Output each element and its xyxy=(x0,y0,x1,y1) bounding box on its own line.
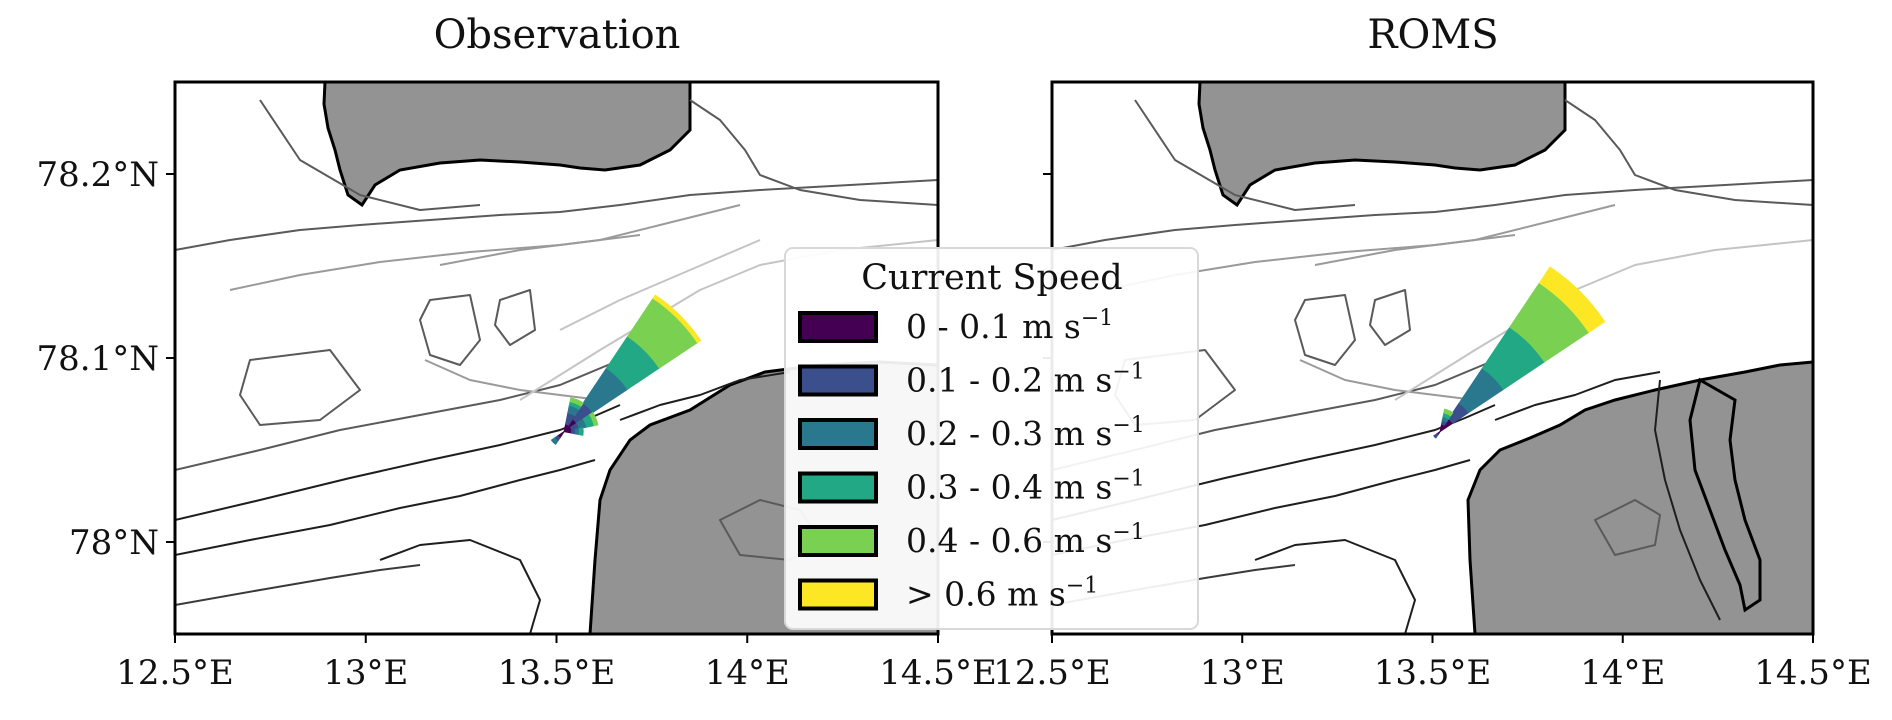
rose-wedge xyxy=(652,294,702,344)
legend-swatch xyxy=(798,525,878,557)
rose-wedge xyxy=(550,437,559,445)
legend-swatch xyxy=(798,471,878,504)
x-tick-label: 12.5°E xyxy=(116,653,234,693)
x-tick-label: 13.5°E xyxy=(1374,653,1492,693)
x-tick-label: 12.5°E xyxy=(993,653,1111,693)
x-tick-label: 14°E xyxy=(705,653,790,693)
x-tick-label: 13°E xyxy=(323,653,408,693)
legend-entry-label: 0.1 - 0.2 m s−1 xyxy=(906,360,1145,400)
rose-wedge xyxy=(1433,433,1439,439)
legend-unit-exponent: −1 xyxy=(1112,467,1144,492)
rose-wedge xyxy=(1443,408,1454,417)
legend: Current Speed 0 - 0.1 m s−1 0.1 - 0.2 m s… xyxy=(784,247,1199,630)
rose-wedge xyxy=(1538,266,1606,333)
legend-unit-exponent: −1 xyxy=(1112,360,1144,385)
rose-roms xyxy=(1433,266,1606,439)
legend-swatch xyxy=(798,578,878,611)
rose-wedge xyxy=(569,397,584,407)
land-north xyxy=(1197,82,1567,208)
legend-unit-exponent: −1 xyxy=(1112,413,1144,438)
legend-swatch xyxy=(798,311,878,343)
land-peninsula xyxy=(1688,377,1762,613)
legend-title: Current Speed xyxy=(861,258,1122,298)
legend-unit-exponent: −1 xyxy=(1066,574,1098,599)
x-tick-label: 13.5°E xyxy=(498,653,616,693)
legend-unit-exponent: −1 xyxy=(1081,306,1113,331)
land-north xyxy=(322,82,692,208)
bathymetry-contours xyxy=(175,99,938,634)
rose-observation xyxy=(550,294,702,445)
rose-wedge xyxy=(578,427,584,436)
legend-entries: 0 - 0.1 m s−1 0.1 - 0.2 m s−1 0.2 - 0.3 m … xyxy=(798,306,1145,614)
map-base xyxy=(1052,82,1813,634)
x-tick-label: 14.5°E xyxy=(879,653,997,693)
y-tick-label: 78.1°N xyxy=(37,339,159,379)
panel-title-observation: Observation xyxy=(434,12,681,58)
y-tick-label: 78°N xyxy=(69,523,159,563)
bathymetry-contours xyxy=(1052,99,1813,634)
legend-unit-exponent: −1 xyxy=(1112,520,1144,545)
x-tick-label: 14°E xyxy=(1580,653,1665,693)
legend-entry-label: 0 - 0.1 m s−1 xyxy=(906,306,1113,346)
legend-swatch xyxy=(798,418,878,450)
legend-entry-label: 0.2 - 0.3 m s−1 xyxy=(906,413,1145,453)
rose-wedge xyxy=(588,411,599,427)
panel-title-roms: ROMS xyxy=(1367,12,1498,58)
x-tick-label: 13°E xyxy=(1200,653,1285,693)
legend-entry-label: 0.4 - 0.6 m s−1 xyxy=(906,520,1145,560)
legend-box xyxy=(784,247,1199,630)
x-tick-label: 14.5°E xyxy=(1754,653,1872,693)
axis-ticks-observation: 12.5°E 13°E 13.5°E 14°E 14.5°E 78.2°N 78.1°N 78… xyxy=(37,155,997,693)
y-tick-label: 78.2°N xyxy=(37,155,159,195)
legend-swatch xyxy=(798,364,878,397)
axis-ticks-roms: 12.5°E 13°E 13.5°E 14°E 14.5°E xyxy=(993,173,1872,693)
legend-entry-label: 0.3 - 0.4 m s−1 xyxy=(906,467,1145,507)
